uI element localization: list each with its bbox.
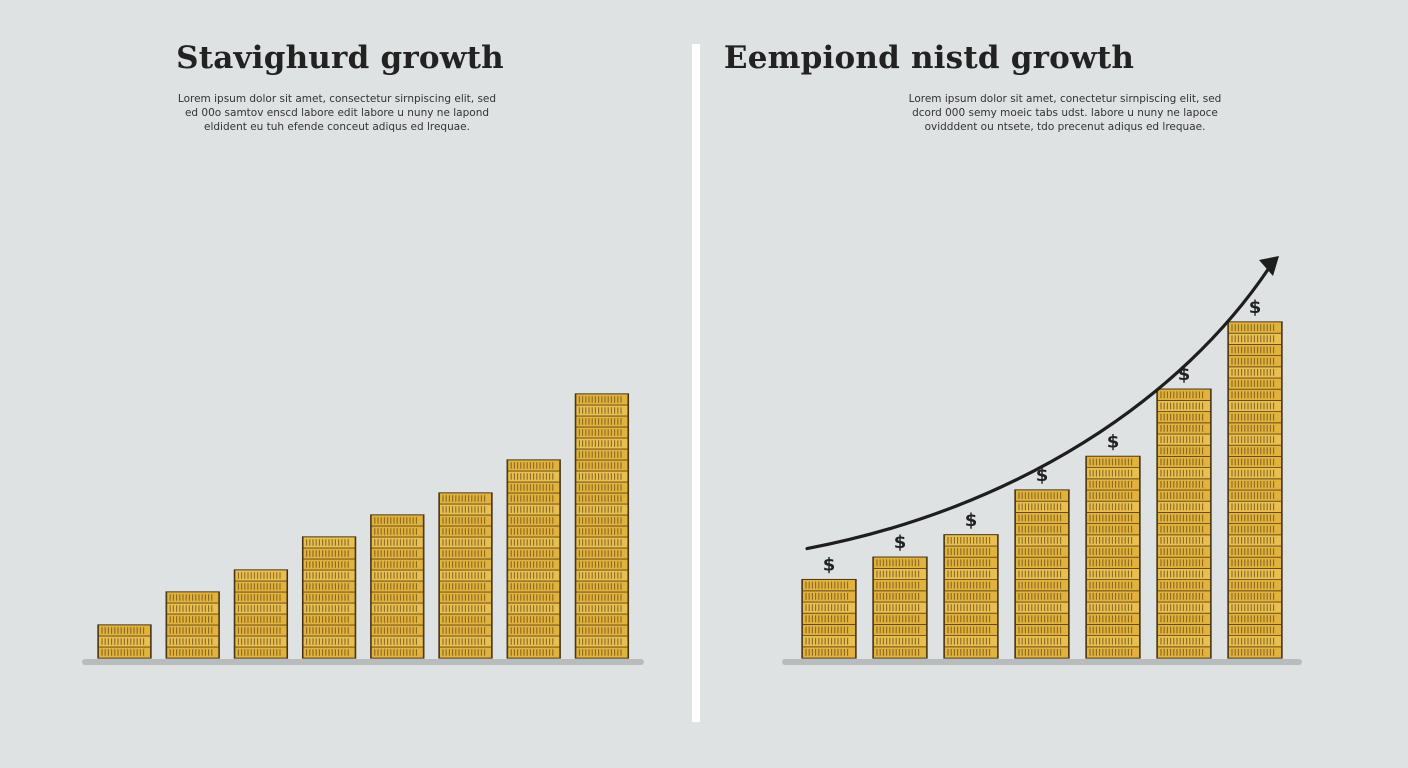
coin-stack-bar bbox=[233, 569, 289, 659]
chart-title-right: Eempiond nistd growth bbox=[723, 40, 1135, 76]
coin-stack-bar bbox=[574, 393, 630, 659]
dollar-marker: $ bbox=[1107, 431, 1120, 452]
dollar-marker: $ bbox=[823, 555, 836, 576]
coin-stack-bar bbox=[506, 459, 561, 659]
coin-stack-bar bbox=[370, 514, 425, 659]
coin-stack-bar bbox=[872, 556, 928, 659]
coin-stack-bar bbox=[438, 492, 493, 659]
coin-stack-bar bbox=[97, 624, 152, 659]
chart-panel-left: Stavighurd growth Lorem ipsum dolor sit … bbox=[0, 0, 690, 768]
ground-line bbox=[82, 659, 644, 665]
coin-stack-chart-left bbox=[82, 393, 644, 665]
chart-subtitle-left: Lorem ipsum dolor sit amet, consectetur … bbox=[177, 93, 497, 133]
coin-stack-bar bbox=[165, 591, 220, 659]
dollar-marker: $ bbox=[1036, 465, 1049, 486]
dollar-marker: $ bbox=[1249, 297, 1262, 318]
panel-divider bbox=[692, 44, 700, 722]
coin-stack-bar bbox=[1227, 321, 1283, 659]
dollar-marker: $ bbox=[894, 532, 907, 553]
trend-arrow-line bbox=[805, 266, 1271, 551]
chart-panel-right: Eempiond nistd growth Lorem ipsum dolor … bbox=[700, 0, 1408, 768]
coin-stack-bar bbox=[1085, 455, 1141, 659]
coin-stack-bar bbox=[943, 534, 999, 659]
coin-stack-chart-right: $$$$$$$ bbox=[782, 256, 1302, 665]
trend-arrow-head bbox=[1259, 256, 1279, 276]
dollar-marker: $ bbox=[965, 510, 978, 531]
ground-line bbox=[782, 659, 1302, 665]
chart-title-left: Stavighurd growth bbox=[176, 40, 504, 76]
coin-stack-bar bbox=[1014, 489, 1070, 659]
coin-stack-bar bbox=[1156, 388, 1212, 659]
coin-stack-bar bbox=[301, 536, 357, 659]
chart-subtitle-right: Lorem ipsum dolor sit amet, conectetur s… bbox=[908, 93, 1222, 133]
coin-stack-bar bbox=[801, 578, 857, 659]
